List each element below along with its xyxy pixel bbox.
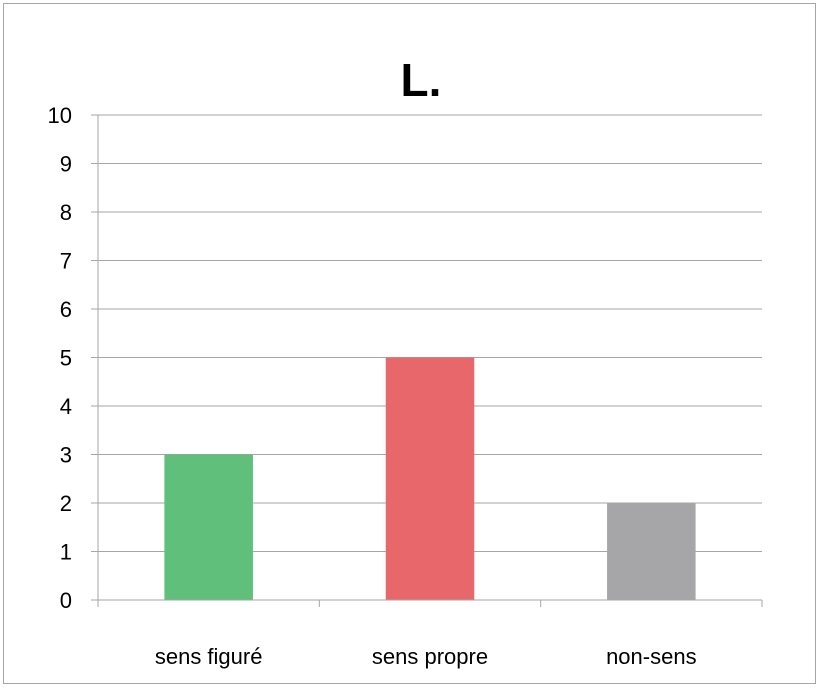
x-axis-categories: sens figuré sens propre non-sens	[155, 644, 697, 669]
chart-title: L.	[401, 54, 442, 106]
x-category-label: sens figuré	[155, 644, 263, 669]
y-tick-label: 0	[60, 588, 72, 613]
y-axis-ticks: 0 1 2 3 4 5 6 7 8 9 10	[48, 103, 98, 613]
x-category-label: sens propre	[372, 644, 488, 669]
y-tick-label: 2	[60, 491, 72, 516]
bar	[607, 503, 696, 600]
y-tick-label: 9	[60, 152, 72, 177]
y-tick-label: 5	[60, 346, 72, 371]
y-tick-label: 8	[60, 200, 72, 225]
y-tick-label: 6	[60, 297, 72, 322]
bars	[164, 357, 696, 600]
y-tick-label: 4	[60, 394, 72, 419]
x-category-label: non-sens	[606, 644, 697, 669]
bar	[164, 454, 253, 600]
y-tick-label: 3	[60, 443, 72, 468]
y-tick-label: 10	[48, 103, 72, 128]
y-tick-label: 7	[60, 249, 72, 274]
y-tick-label: 1	[60, 540, 72, 565]
bar	[385, 357, 475, 600]
